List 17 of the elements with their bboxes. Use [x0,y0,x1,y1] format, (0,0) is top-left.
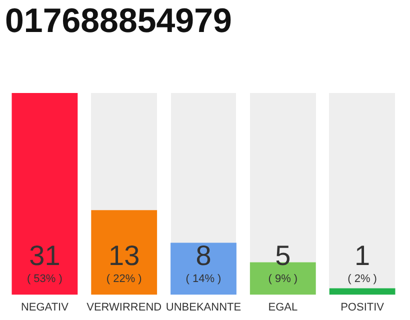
x-tick-label: VERWIRREND [86,301,162,314]
bar [329,288,396,295]
x-tick-label: NEGATIV [20,301,70,314]
annotation: ( 53% ) [26,272,62,285]
x-tick-label: POSITIV [340,301,385,314]
annotation: ( 2% ) [348,272,377,285]
x-tick-label: EGAL [268,301,298,314]
annotation: ( 14% ) [186,272,222,285]
annotation: ( 22% ) [106,272,142,285]
chart-title: 017688854979 [5,2,232,41]
data-label: 13 [108,240,140,271]
annotation: ( 9% ) [268,272,298,285]
data-label: 31 [29,240,60,271]
x-tick-label: UNBEKANNTE [166,301,242,314]
data-label: 8 [196,240,212,271]
bar [12,93,78,295]
data-label: 1 [354,240,370,271]
